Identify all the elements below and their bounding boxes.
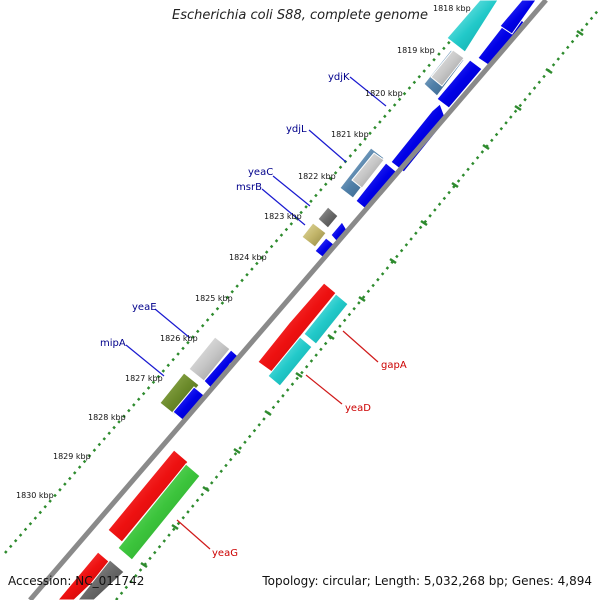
gene-label-gapA: gapA	[381, 360, 407, 371]
kbp-label-1818: 1818 kbp	[433, 4, 471, 13]
minus-gene-labels: gapA yeaD yeaG	[212, 360, 407, 559]
gene-label-ydjK: ydjK	[328, 72, 350, 83]
gene-yeaG-green	[117, 463, 201, 561]
gene-label-mipA: mipA	[100, 338, 126, 349]
arrow-blue-2	[499, 0, 537, 35]
genome-backbone	[28, 0, 548, 600]
outer-tick-ring	[4, 0, 487, 554]
map-title: Escherichia coli S88, complete genome	[172, 8, 428, 23]
kbp-label-1819: 1819 kbp	[397, 46, 435, 55]
gene-gray-upper	[430, 49, 465, 87]
kbp-label-1821: 1821 kbp	[331, 130, 369, 139]
gene-label-msrB: msrB	[236, 182, 262, 193]
gene-yeaC	[317, 206, 339, 229]
gene-cyan-top	[446, 0, 499, 53]
kbp-label-1822: 1822 kbp	[298, 172, 336, 181]
gene-label-yeaE: yeaE	[132, 302, 157, 313]
kbp-label-1827: 1827 kbp	[125, 374, 163, 383]
kbp-label-1829: 1829 kbp	[53, 452, 91, 461]
gene-gray-ydjL	[351, 152, 385, 189]
gene-gray-lower	[77, 559, 125, 600]
kbp-label-1820: 1820 kbp	[365, 89, 403, 98]
gene-yeaE	[188, 336, 231, 382]
arrow-blue-4	[390, 103, 447, 173]
kbp-label-1824: 1824 kbp	[229, 253, 267, 262]
gene-label-yeaD: yeaD	[345, 403, 371, 414]
gene-msrB	[301, 222, 327, 248]
kbp-label-1825: 1825 kbp	[195, 294, 233, 303]
plus-label-leaders	[125, 76, 387, 377]
accession-text: Accession: NC_011742	[8, 574, 145, 588]
plus-strand-genes	[159, 0, 499, 416]
kbp-label-1830: 1830 kbp	[16, 491, 54, 500]
gene-cyan-upper	[303, 293, 349, 345]
minus-label-leaders	[176, 330, 379, 550]
minus-strand-genes	[57, 282, 349, 600]
gene-label-ydjL: ydjL	[286, 124, 307, 135]
inner-tick-ring	[115, 7, 600, 600]
gene-label-yeaC: yeaC	[248, 167, 273, 178]
kbp-label-1826: 1826 kbp	[160, 334, 198, 343]
kbp-tick-labels: 1818 kbp 1819 kbp 1820 kbp 1821 kbp 1822…	[16, 4, 471, 500]
kbp-label-1828: 1828 kbp	[88, 413, 126, 422]
genome-summary-text: Topology: circular; Length: 5,032,268 bp…	[262, 574, 592, 588]
plus-gene-labels: ydjK ydjL yeaC msrB yeaE mipA	[100, 72, 350, 349]
gene-mipA	[159, 372, 200, 416]
plus-strand-arrows	[172, 0, 537, 422]
gene-label-yeaG: yeaG	[212, 548, 238, 559]
inner-ring-major-ticks	[140, 29, 584, 569]
arrow-blue-3	[436, 59, 483, 109]
gene-red-lower-1	[107, 449, 189, 543]
kbp-label-1823: 1823 kbp	[264, 212, 302, 221]
gene-yeaD-cyan	[267, 336, 313, 387]
